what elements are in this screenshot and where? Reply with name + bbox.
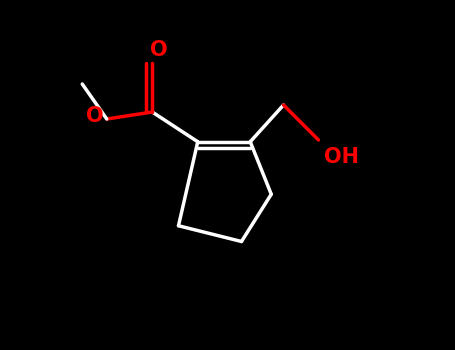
Text: O: O xyxy=(86,105,103,126)
Text: O: O xyxy=(151,40,168,60)
Text: OH: OH xyxy=(324,147,359,167)
